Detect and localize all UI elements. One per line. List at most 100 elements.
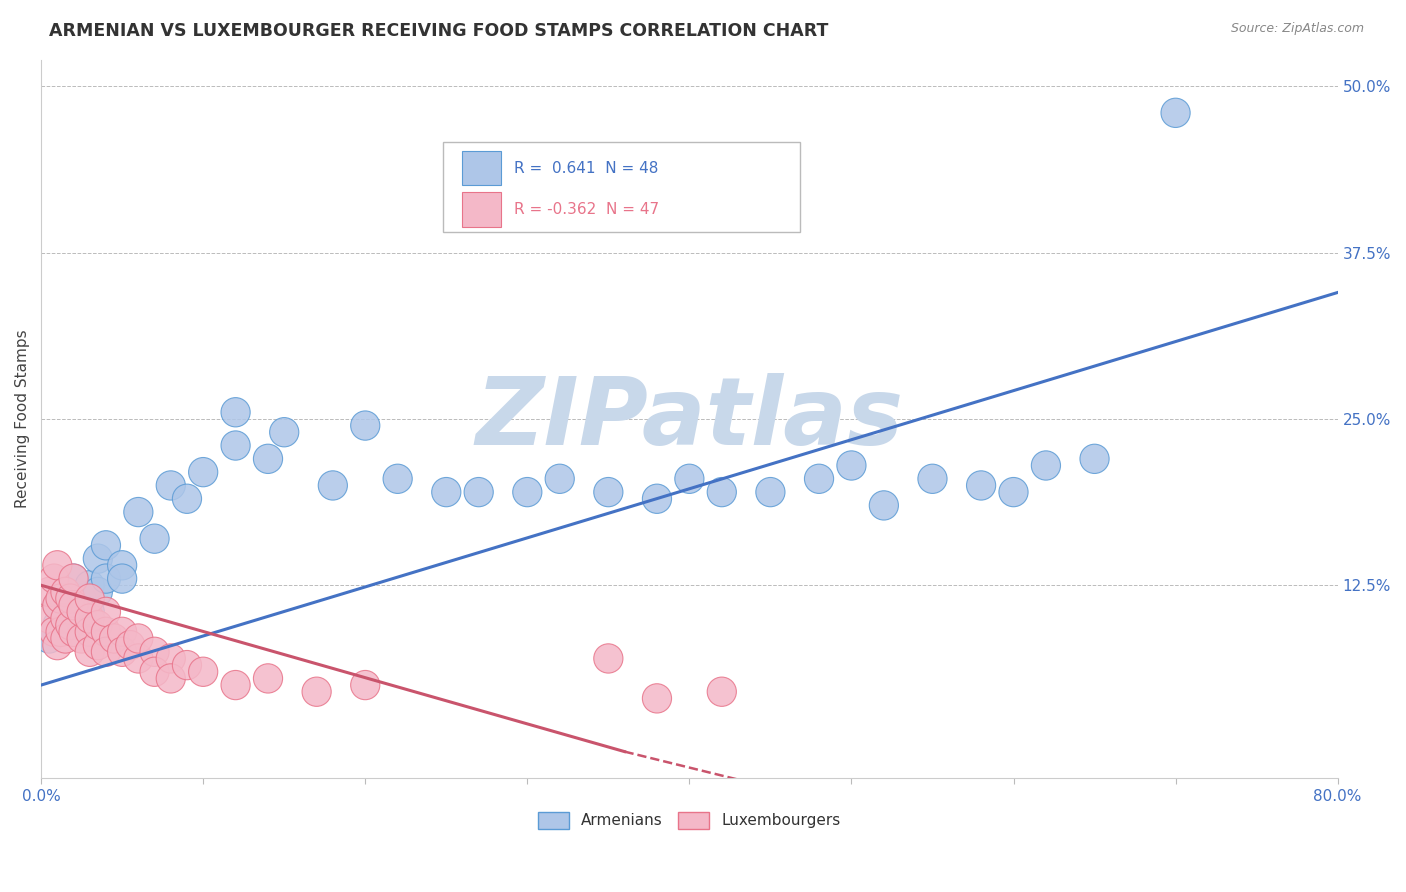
Ellipse shape [75, 604, 104, 633]
Ellipse shape [546, 464, 574, 493]
Ellipse shape [46, 584, 75, 613]
Ellipse shape [83, 610, 112, 640]
Ellipse shape [318, 471, 347, 500]
Ellipse shape [253, 664, 283, 693]
Ellipse shape [141, 524, 169, 553]
Ellipse shape [675, 464, 704, 493]
Text: ARMENIAN VS LUXEMBOURGER RECEIVING FOOD STAMPS CORRELATION CHART: ARMENIAN VS LUXEMBOURGER RECEIVING FOOD … [49, 22, 828, 40]
Text: R = -0.362  N = 47: R = -0.362 N = 47 [515, 202, 659, 217]
Ellipse shape [173, 484, 201, 514]
Ellipse shape [75, 598, 104, 626]
Ellipse shape [42, 610, 72, 640]
Ellipse shape [115, 631, 145, 660]
Ellipse shape [67, 584, 96, 613]
Ellipse shape [837, 450, 866, 480]
Ellipse shape [918, 464, 948, 493]
Ellipse shape [46, 617, 75, 647]
Ellipse shape [91, 637, 121, 666]
Ellipse shape [59, 617, 89, 647]
Ellipse shape [51, 604, 80, 633]
Ellipse shape [67, 598, 96, 626]
Ellipse shape [156, 664, 186, 693]
Ellipse shape [804, 464, 834, 493]
Ellipse shape [42, 591, 72, 620]
Ellipse shape [1032, 450, 1060, 480]
Ellipse shape [107, 617, 136, 647]
Ellipse shape [59, 564, 89, 593]
Ellipse shape [869, 491, 898, 520]
Ellipse shape [156, 471, 186, 500]
Ellipse shape [188, 458, 218, 487]
Ellipse shape [350, 411, 380, 441]
Ellipse shape [100, 624, 128, 653]
Ellipse shape [221, 431, 250, 460]
Ellipse shape [173, 650, 201, 680]
Ellipse shape [39, 564, 69, 593]
Ellipse shape [83, 577, 112, 607]
Ellipse shape [643, 484, 672, 514]
Ellipse shape [91, 598, 121, 626]
Ellipse shape [382, 464, 412, 493]
Ellipse shape [51, 604, 80, 633]
Ellipse shape [1080, 444, 1109, 474]
Ellipse shape [59, 591, 89, 620]
Ellipse shape [51, 577, 80, 607]
Ellipse shape [75, 617, 104, 647]
Ellipse shape [59, 591, 89, 620]
Ellipse shape [39, 617, 69, 647]
Ellipse shape [107, 637, 136, 666]
Ellipse shape [253, 444, 283, 474]
Ellipse shape [91, 531, 121, 560]
Ellipse shape [707, 677, 737, 706]
Ellipse shape [83, 544, 112, 574]
Ellipse shape [998, 477, 1028, 507]
Ellipse shape [59, 564, 89, 593]
Legend: Armenians, Luxembourgers: Armenians, Luxembourgers [533, 805, 846, 835]
Text: R =  0.641  N = 48: R = 0.641 N = 48 [515, 161, 659, 176]
Ellipse shape [56, 584, 84, 613]
Ellipse shape [35, 604, 63, 633]
Ellipse shape [350, 671, 380, 699]
Ellipse shape [221, 671, 250, 699]
Ellipse shape [91, 564, 121, 593]
Ellipse shape [51, 577, 80, 607]
Ellipse shape [107, 564, 136, 593]
Ellipse shape [75, 584, 104, 613]
Ellipse shape [59, 617, 89, 647]
Ellipse shape [756, 477, 785, 507]
Ellipse shape [221, 398, 250, 427]
Ellipse shape [156, 644, 186, 673]
Ellipse shape [35, 624, 63, 653]
Ellipse shape [1161, 98, 1189, 128]
Ellipse shape [593, 644, 623, 673]
Ellipse shape [643, 684, 672, 713]
Ellipse shape [302, 677, 332, 706]
Ellipse shape [42, 550, 72, 580]
Ellipse shape [141, 657, 169, 687]
Ellipse shape [42, 591, 72, 620]
Ellipse shape [270, 417, 299, 447]
Ellipse shape [67, 604, 96, 633]
Ellipse shape [35, 577, 63, 607]
Ellipse shape [124, 644, 153, 673]
Ellipse shape [107, 550, 136, 580]
Ellipse shape [464, 477, 494, 507]
Ellipse shape [707, 477, 737, 507]
FancyBboxPatch shape [463, 192, 502, 227]
Ellipse shape [188, 657, 218, 687]
Ellipse shape [141, 637, 169, 666]
Y-axis label: Receiving Food Stamps: Receiving Food Stamps [15, 330, 30, 508]
FancyBboxPatch shape [443, 142, 800, 232]
Text: Source: ZipAtlas.com: Source: ZipAtlas.com [1230, 22, 1364, 36]
Ellipse shape [83, 631, 112, 660]
Ellipse shape [75, 571, 104, 600]
Ellipse shape [56, 610, 84, 640]
Ellipse shape [42, 631, 72, 660]
Ellipse shape [593, 477, 623, 507]
Ellipse shape [67, 624, 96, 653]
Ellipse shape [966, 471, 995, 500]
Ellipse shape [513, 477, 541, 507]
Ellipse shape [51, 624, 80, 653]
Ellipse shape [124, 624, 153, 653]
Ellipse shape [91, 617, 121, 647]
